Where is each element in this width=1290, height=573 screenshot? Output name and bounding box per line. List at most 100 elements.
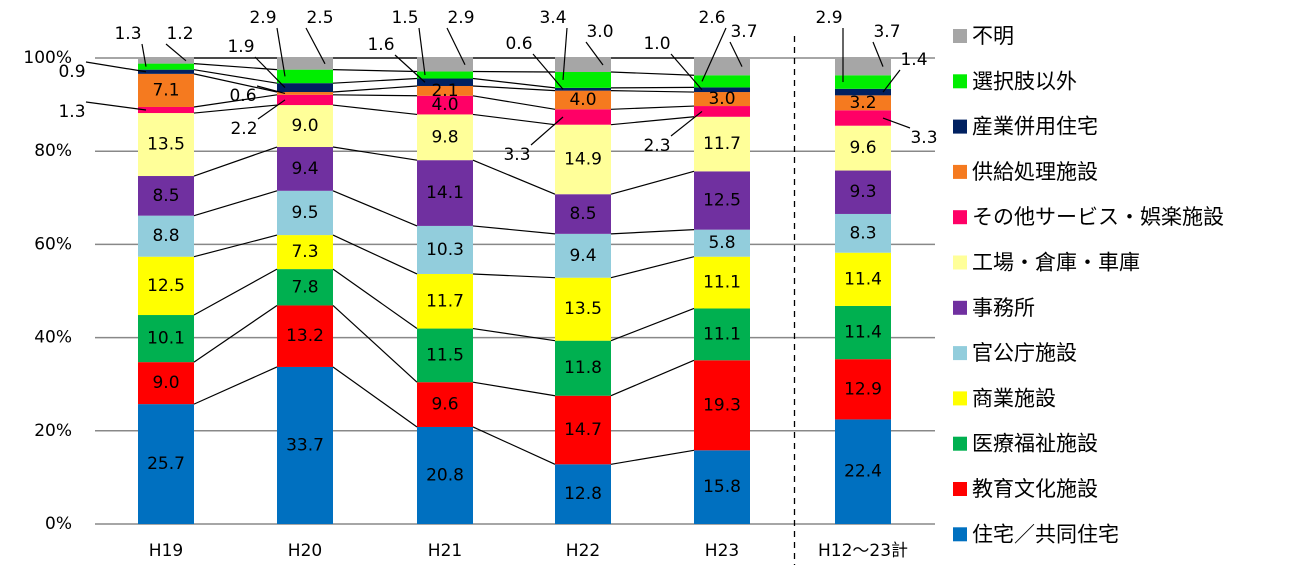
series-line — [611, 230, 694, 234]
data-label: 8.3 — [849, 223, 876, 243]
series-line — [333, 147, 417, 160]
data-label: 12.8 — [564, 484, 602, 504]
x-tick-label: H21 — [428, 541, 462, 561]
data-label: 9.0 — [291, 116, 318, 136]
callout-label: 3.4 — [539, 8, 566, 28]
legend-label: 産業併用住宅 — [972, 115, 1098, 139]
data-label: 8.5 — [152, 186, 179, 206]
data-label: 8.8 — [152, 226, 179, 246]
series-line — [333, 235, 417, 274]
legend: 不明選択肢以外産業併用住宅供給処理施設その他サービス・娯楽施設工場・倉庫・車庫事… — [953, 24, 1224, 546]
callout-label: 1.3 — [58, 102, 85, 122]
legend-label: 医療福祉施設 — [972, 432, 1098, 456]
data-label: 22.4 — [844, 462, 882, 482]
series-line — [194, 269, 277, 315]
callout-label: 1.3 — [114, 24, 141, 44]
data-label: 14.7 — [564, 420, 602, 440]
callout-leader — [86, 62, 146, 72]
data-label: 10.3 — [426, 240, 464, 260]
data-label: 9.5 — [291, 203, 318, 223]
callout-label: 3.3 — [503, 145, 530, 165]
data-label: 19.3 — [703, 395, 741, 415]
callout-label: 3.7 — [873, 22, 900, 42]
data-label: 9.0 — [152, 373, 179, 393]
bar-segment — [138, 107, 194, 113]
bar-segment — [277, 83, 333, 92]
legend-swatch — [953, 482, 967, 496]
y-tick-label: 60% — [34, 234, 72, 254]
data-label: 12.5 — [703, 191, 741, 211]
series-line — [473, 114, 555, 124]
data-label: 13.2 — [286, 326, 324, 346]
series-line — [194, 105, 277, 113]
x-tick-label: H23 — [705, 541, 739, 561]
data-label: 11.4 — [844, 323, 882, 343]
series-line — [473, 226, 555, 234]
data-label: 9.6 — [849, 138, 876, 158]
legend-swatch — [953, 391, 967, 405]
data-label: 5.8 — [708, 233, 735, 253]
series-line — [333, 191, 417, 226]
legend-swatch — [953, 165, 967, 179]
series-line — [473, 382, 555, 396]
y-tick-label: 40% — [34, 328, 72, 348]
series-line — [611, 171, 694, 194]
legend-label: 官公庁施設 — [972, 341, 1077, 365]
callout-label: 1.4 — [900, 50, 927, 70]
data-label: 10.1 — [147, 329, 185, 349]
x-tick-label: H19 — [149, 541, 183, 561]
series-line — [611, 91, 694, 92]
data-label: 15.8 — [703, 477, 741, 497]
legend-swatch — [953, 29, 967, 43]
series-line — [194, 191, 277, 216]
data-label: 9.4 — [569, 246, 596, 266]
legend-swatch — [953, 301, 967, 315]
legend-swatch — [953, 346, 967, 360]
callout-label: 2.3 — [643, 136, 670, 156]
data-label: 9.3 — [849, 182, 876, 202]
legend-label: 供給処理施設 — [972, 160, 1098, 184]
series-line — [333, 367, 417, 427]
series-line — [473, 427, 555, 464]
data-label: 11.7 — [703, 134, 741, 154]
series-line — [611, 360, 694, 395]
data-label: 13.5 — [564, 299, 602, 319]
series-line — [333, 269, 417, 328]
data-label: 11.8 — [564, 358, 602, 378]
series-line — [611, 106, 694, 109]
series-line — [611, 450, 694, 464]
data-label: 20.8 — [426, 465, 464, 485]
legend-label: 選択肢以外 — [972, 69, 1077, 93]
data-label: 9.6 — [431, 395, 458, 415]
series-line — [611, 257, 694, 278]
bar-segment — [277, 92, 333, 95]
bar-segment — [138, 64, 194, 70]
callout-label: 0.6 — [505, 34, 532, 54]
series-line — [473, 329, 555, 341]
data-label: 3.0 — [708, 89, 735, 109]
callout-label: 1.9 — [227, 37, 254, 57]
bar-segment — [555, 109, 611, 124]
data-label: 12.5 — [147, 276, 185, 296]
callout-label: 2.9 — [249, 8, 276, 28]
bar-segment — [277, 70, 333, 84]
legend-label: その他サービス・娯楽施設 — [972, 205, 1224, 229]
legend-label: 教育文化施設 — [972, 477, 1098, 501]
data-label: 12.9 — [844, 379, 882, 399]
data-label: 8.5 — [569, 204, 596, 224]
bar-segment — [138, 70, 194, 74]
y-tick-label: 0% — [45, 514, 72, 534]
legend-swatch — [953, 527, 967, 541]
series-line — [333, 105, 417, 114]
callout-label: 2.5 — [306, 8, 333, 28]
series-line — [333, 70, 417, 72]
data-label: 14.1 — [426, 183, 464, 203]
data-label: 13.5 — [147, 135, 185, 155]
series-line — [611, 72, 694, 75]
bar-segment — [417, 72, 473, 79]
legend-swatch — [953, 210, 967, 224]
y-tick-label: 20% — [34, 421, 72, 441]
x-tick-label: H20 — [288, 541, 322, 561]
